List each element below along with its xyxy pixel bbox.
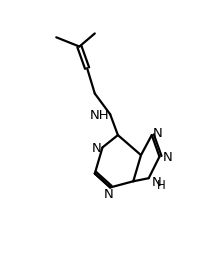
Text: N: N [104,187,113,200]
Text: N: N [162,151,172,164]
Text: N: N [91,141,101,154]
Text: N: N [153,126,163,139]
Text: NH: NH [90,108,109,121]
Text: H: H [157,178,165,191]
Text: N: N [152,175,161,188]
